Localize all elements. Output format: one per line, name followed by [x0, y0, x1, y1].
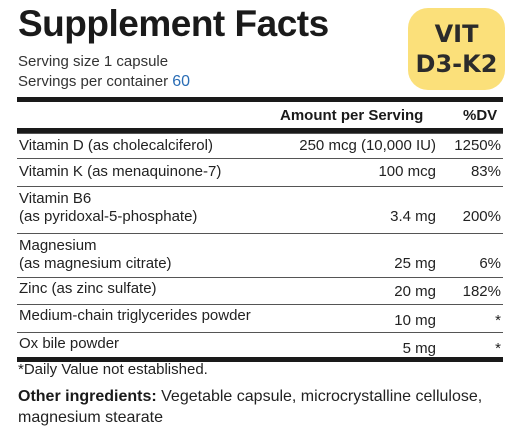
vitamin-badge: VIT D3-K2	[408, 8, 505, 90]
servings-value: 60	[172, 73, 191, 90]
nutrient-name: Medium-chain triglycerides powder	[19, 307, 251, 324]
nutrient-row: Magnesium (as magnesium citrate) 25 mg 6…	[17, 233, 503, 277]
other-ingredients-text: Vegetable capsule, microcrystalline cell…	[18, 388, 483, 426]
nutrient-dv: 83%	[470, 163, 501, 180]
serving-size: Serving size 1 capsule	[18, 53, 169, 70]
nutrient-name: Vitamin D (as cholecalciferol)	[19, 137, 213, 154]
nutrient-dv: 200%	[462, 208, 501, 225]
nutrient-form: (as pyridoxal-5-phosphate)	[19, 208, 198, 225]
nutrient-name: Vitamin B6	[19, 190, 92, 207]
nutrient-name: Zinc (as zinc sulfate)	[19, 280, 157, 297]
nutrient-dv: 1250%	[454, 137, 501, 154]
nutrient-amount: 3.4 mg	[390, 208, 436, 225]
nutrient-row: Vitamin D (as cholecalciferol) 250 mcg (…	[17, 133, 503, 158]
servings-label: Servings per container	[18, 73, 169, 90]
nutrient-name: Vitamin K (as menaquinone-7)	[19, 163, 222, 180]
badge-line-1: VIT	[434, 20, 479, 48]
other-ingredients: Other ingredients: Vegetable capsule, mi…	[18, 386, 488, 428]
nutrient-name: Magnesium	[19, 237, 97, 254]
nutrient-dv: 182%	[462, 283, 501, 300]
badge-line-2: D3-K2	[415, 50, 498, 78]
nutrient-form: (as magnesium citrate)	[19, 255, 172, 272]
nutrient-amount: 5 mg	[402, 340, 436, 357]
nutrient-amount: 250 mcg (10,000 IU)	[299, 137, 436, 154]
nutrient-dv: *	[495, 312, 501, 329]
nutrient-row: Zinc (as zinc sulfate) 20 mg 182%	[17, 277, 503, 304]
daily-value-footnote: *Daily Value not established.	[18, 361, 208, 378]
bottom-divider	[17, 357, 503, 362]
nutrient-row: Vitamin B6 (as pyridoxal-5-phosphate) 3.…	[17, 186, 503, 233]
header-dv: %DV	[463, 107, 498, 124]
nutrient-row: Ox bile powder 5 mg *	[17, 332, 503, 357]
nutrient-amount: 20 mg	[394, 283, 436, 300]
nutrient-amount: 100 mcg	[378, 163, 436, 180]
header-divider	[17, 128, 503, 133]
top-divider	[17, 97, 503, 102]
panel-title: Supplement Facts	[18, 3, 329, 44]
nutrient-dv: 6%	[479, 255, 501, 272]
header-amount: Amount per Serving	[280, 107, 424, 124]
nutrient-row: Medium-chain triglycerides powder 10 mg …	[17, 304, 503, 332]
other-ingredients-label: Other ingredients:	[18, 388, 157, 405]
nutrient-row: Vitamin K (as menaquinone-7) 100 mcg 83%	[17, 158, 503, 184]
nutrient-amount: 25 mg	[394, 255, 436, 272]
nutrient-name: Ox bile powder	[19, 335, 120, 352]
nutrient-dv: *	[495, 340, 501, 357]
nutrient-amount: 10 mg	[394, 312, 436, 329]
servings-per-container: Servings per container 60	[18, 73, 190, 91]
